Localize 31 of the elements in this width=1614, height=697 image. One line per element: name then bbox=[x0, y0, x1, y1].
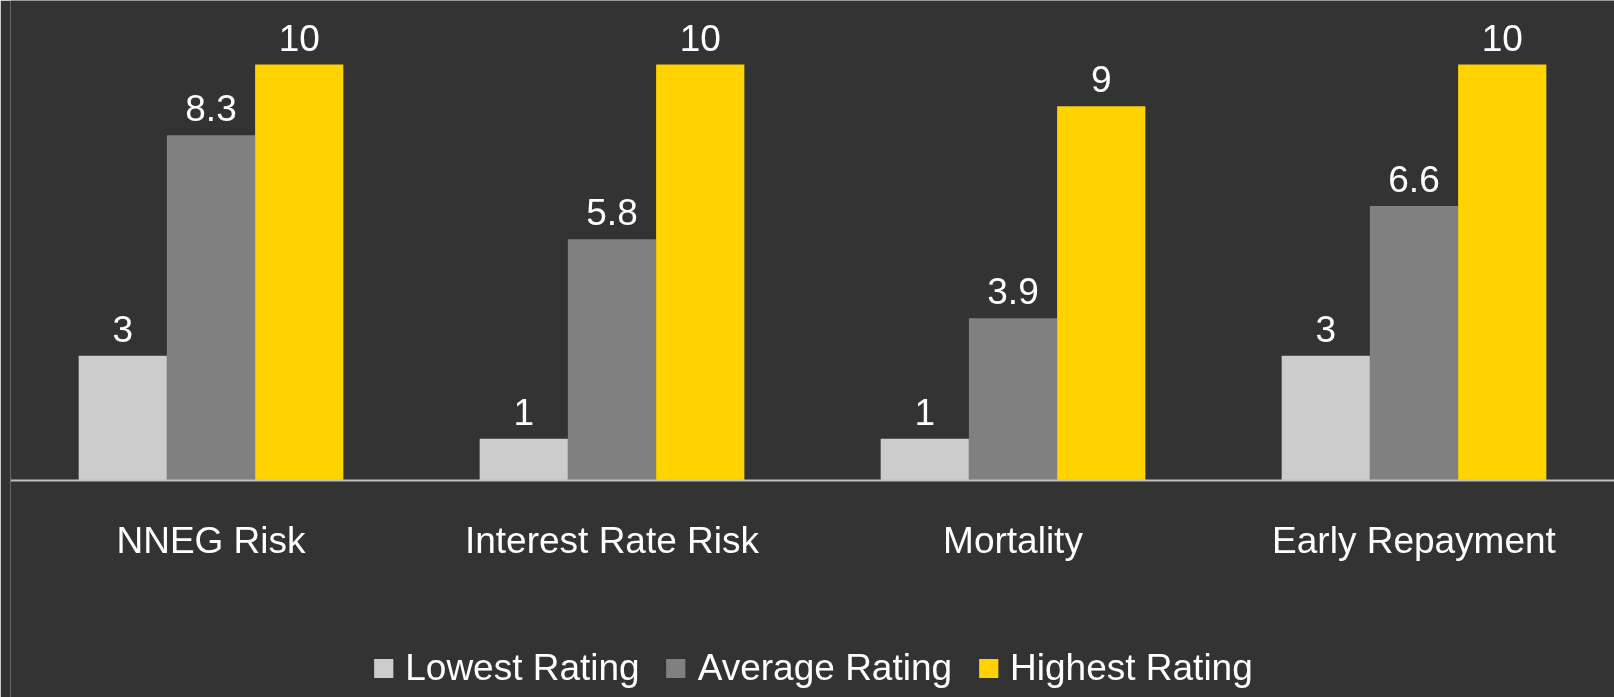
x-tick-label: Interest Rate Risk bbox=[464, 520, 760, 562]
data-label: 3.9 bbox=[987, 271, 1039, 313]
x-tick-label: NNEG Risk bbox=[116, 520, 307, 562]
data-label: 3 bbox=[112, 308, 134, 350]
bar bbox=[1458, 64, 1547, 481]
data-label: 3 bbox=[1315, 308, 1337, 350]
legend-label: Highest Rating bbox=[1010, 647, 1253, 689]
bar bbox=[1281, 355, 1370, 481]
data-label: 9 bbox=[1090, 59, 1112, 101]
x-tick-label: Early Repayment bbox=[1272, 520, 1557, 562]
bar bbox=[1057, 106, 1146, 481]
data-label: 1 bbox=[914, 391, 936, 433]
bar bbox=[255, 64, 344, 481]
data-label: 6.6 bbox=[1388, 158, 1440, 200]
data-label: 10 bbox=[278, 17, 320, 59]
bar bbox=[78, 355, 167, 481]
legend-label: Lowest Rating bbox=[405, 647, 640, 689]
data-label: 1 bbox=[513, 391, 535, 433]
data-label: 5.8 bbox=[586, 192, 638, 234]
bar bbox=[656, 64, 745, 481]
legend-label: Average Rating bbox=[697, 647, 953, 689]
bar bbox=[479, 438, 568, 481]
bar bbox=[1369, 205, 1459, 481]
bar bbox=[880, 438, 969, 481]
bar bbox=[166, 135, 256, 481]
bar bbox=[567, 239, 657, 481]
data-label: 8.3 bbox=[185, 88, 237, 130]
bar bbox=[968, 318, 1058, 481]
data-label: 10 bbox=[1481, 17, 1523, 59]
x-tick-label: Mortality bbox=[943, 520, 1084, 562]
data-label: 10 bbox=[679, 17, 721, 59]
